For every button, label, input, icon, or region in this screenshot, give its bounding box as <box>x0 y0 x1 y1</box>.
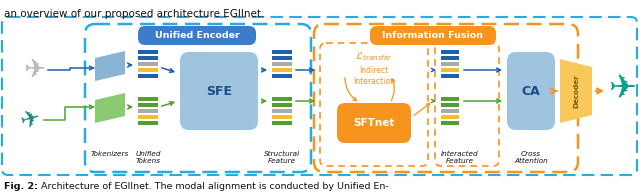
Bar <box>138 121 158 125</box>
Bar <box>138 97 158 101</box>
Text: Information Fusion: Information Fusion <box>383 31 483 40</box>
Text: Tokenizers: Tokenizers <box>91 151 129 157</box>
Bar <box>441 109 459 113</box>
Polygon shape <box>95 51 125 81</box>
Bar <box>138 109 158 113</box>
Text: Cross
Attention: Cross Attention <box>514 151 548 164</box>
FancyBboxPatch shape <box>370 26 496 45</box>
Bar <box>138 103 158 107</box>
Text: Structural
Feature: Structural Feature <box>264 151 300 164</box>
Bar <box>272 97 292 101</box>
Bar <box>441 97 459 101</box>
Text: $\mathcal{L}_{transfer}$: $\mathcal{L}_{transfer}$ <box>355 51 393 63</box>
Bar <box>441 56 459 60</box>
Bar <box>272 50 292 54</box>
Text: ✈: ✈ <box>24 57 46 83</box>
Bar <box>138 74 158 78</box>
Text: ✈: ✈ <box>17 106 43 134</box>
Bar <box>272 56 292 60</box>
Bar <box>441 68 459 72</box>
Bar <box>138 68 158 72</box>
Text: Unified Encoder: Unified Encoder <box>155 31 239 40</box>
Bar <box>441 121 459 125</box>
Bar <box>441 50 459 54</box>
Text: an overview of our proposed architecture EGIInet.: an overview of our proposed architecture… <box>4 9 264 19</box>
Text: Architecture of EGIInet. The modal alignment is conducted by Unified En-: Architecture of EGIInet. The modal align… <box>38 182 388 191</box>
Bar <box>441 115 459 119</box>
Bar <box>272 68 292 72</box>
Bar <box>138 56 158 60</box>
Polygon shape <box>95 93 125 123</box>
FancyBboxPatch shape <box>138 26 256 45</box>
Bar <box>272 121 292 125</box>
Bar <box>441 103 459 107</box>
Bar <box>138 50 158 54</box>
Text: SFTnet: SFTnet <box>353 118 395 128</box>
Text: Unified
Tokens: Unified Tokens <box>135 151 161 164</box>
Text: ✈: ✈ <box>608 72 636 104</box>
Text: SFE: SFE <box>206 84 232 97</box>
Bar <box>272 103 292 107</box>
Bar <box>138 115 158 119</box>
Bar <box>138 62 158 66</box>
Bar <box>441 74 459 78</box>
Text: Decoder: Decoder <box>573 74 579 108</box>
Bar <box>272 115 292 119</box>
FancyBboxPatch shape <box>337 103 411 143</box>
Text: CA: CA <box>522 84 540 97</box>
Bar <box>441 62 459 66</box>
Bar <box>272 62 292 66</box>
FancyBboxPatch shape <box>507 52 555 130</box>
Text: Indirect
Interaction: Indirect Interaction <box>353 66 395 86</box>
Text: Fig. 2:: Fig. 2: <box>4 182 38 191</box>
Bar <box>272 109 292 113</box>
FancyBboxPatch shape <box>180 52 258 130</box>
Text: ✈: ✈ <box>24 58 45 82</box>
Text: Interacted
Feature: Interacted Feature <box>441 151 479 164</box>
Polygon shape <box>560 59 592 123</box>
Bar <box>272 74 292 78</box>
